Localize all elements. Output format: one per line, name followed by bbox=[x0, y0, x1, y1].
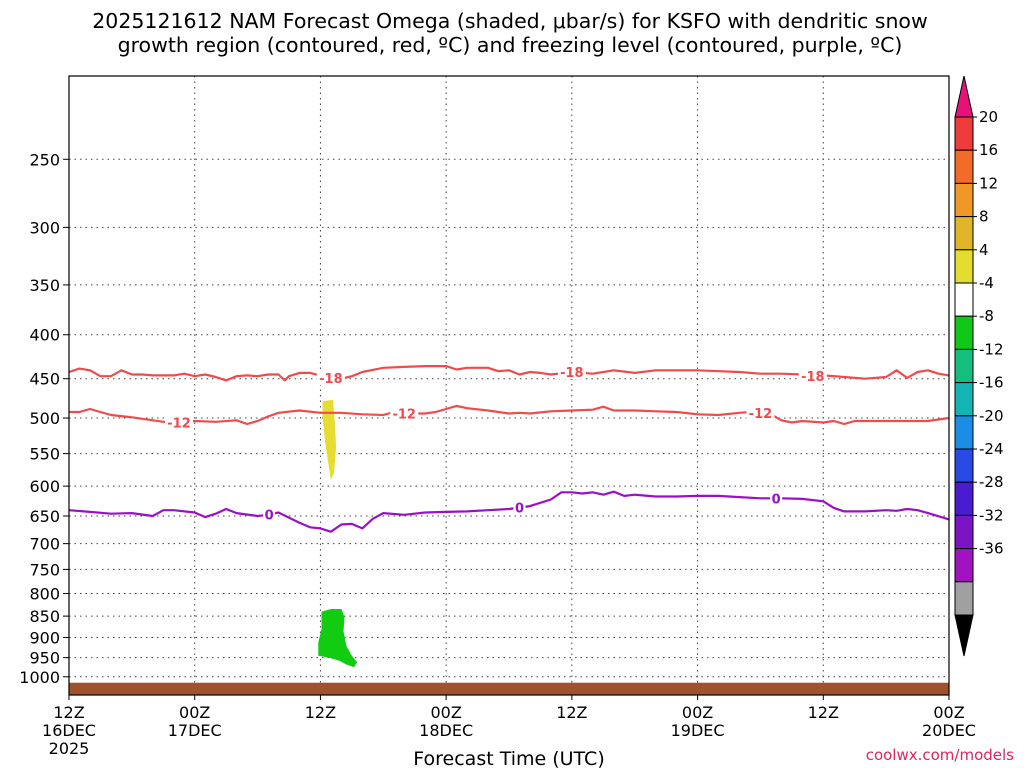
contour-label-bg bbox=[316, 370, 345, 385]
x-tick-label: 12Z bbox=[305, 703, 336, 722]
colorbar-box bbox=[954, 282, 974, 317]
colorbar-box bbox=[954, 249, 974, 284]
contour-label-bg bbox=[390, 406, 419, 421]
y-tick-label: 700 bbox=[29, 535, 60, 554]
contour-label-bg bbox=[557, 365, 586, 380]
colorbar-label: -16 bbox=[979, 374, 1004, 392]
colorbar-box bbox=[954, 415, 974, 450]
x-tick-date: 20DEC bbox=[922, 721, 976, 740]
chart-title-line1: 2025121612 NAM Forecast Omega (shaded, μ… bbox=[92, 9, 928, 33]
colorbar-label: 20 bbox=[979, 108, 998, 126]
colorbar-arrow-bottom bbox=[954, 614, 974, 657]
colorbar-box bbox=[954, 216, 974, 251]
colorbar-arrow-top bbox=[954, 75, 974, 118]
colorbar: 20 16 12 8 4 -4 -8 -12 -16 -20 -24 -28 -32 -36 bbox=[954, 75, 1004, 657]
y-tick-label: 550 bbox=[29, 445, 60, 464]
y-tick-label: 750 bbox=[29, 560, 60, 579]
y-tick-label: 950 bbox=[29, 649, 60, 668]
contour-label: 0 bbox=[772, 492, 781, 507]
colorbar-box bbox=[954, 149, 974, 184]
y-tick-label: 800 bbox=[29, 584, 60, 603]
y-tick-label: 600 bbox=[29, 477, 60, 496]
colorbar-box bbox=[954, 581, 974, 616]
contour-line-0 bbox=[68, 490, 950, 533]
contour-label: -18 bbox=[319, 372, 343, 387]
colorbar-box bbox=[954, 448, 974, 483]
x-tick-label: 00Z bbox=[933, 703, 964, 722]
colorbar-box bbox=[954, 548, 974, 583]
colorbar-label: 4 bbox=[979, 241, 989, 259]
colorbar-label: 8 bbox=[979, 208, 989, 226]
colorbar-box bbox=[954, 514, 974, 550]
contour-line--12 bbox=[69, 404, 950, 426]
omega-shading bbox=[318, 399, 358, 668]
colorbar-box bbox=[954, 182, 974, 218]
y-tick-label: 900 bbox=[29, 628, 60, 647]
contour-label-bg bbox=[798, 369, 827, 384]
contour-label-bg bbox=[746, 405, 775, 420]
contour-label: 0 bbox=[515, 502, 524, 517]
colorbar-box bbox=[954, 348, 974, 384]
x-tick-label: 00Z bbox=[430, 703, 461, 722]
y-tick-label: 400 bbox=[29, 326, 60, 345]
x-tick-label: 12Z bbox=[556, 703, 587, 722]
contours: -18 -18 -18 -12 -12 -12 0 0 0 bbox=[68, 365, 950, 533]
y-axis-ticks: 250 300 350 400 450 500 550 600 650 700 750 800 850 9… bbox=[19, 150, 69, 687]
colorbar-box bbox=[954, 382, 974, 417]
chart-title-line2: growth region (contoured, red, ºC) and f… bbox=[118, 33, 903, 57]
y-tick-label: 350 bbox=[29, 276, 60, 295]
colorbar-label: -12 bbox=[979, 340, 1004, 358]
y-tick-label: 250 bbox=[29, 150, 60, 169]
x-tick-date: 19DEC bbox=[671, 721, 725, 740]
contour-label-bg bbox=[513, 500, 526, 515]
x-tick-label: 12Z bbox=[808, 703, 839, 722]
colorbar-box bbox=[954, 315, 974, 350]
colorbar-label: -36 bbox=[979, 540, 1004, 558]
x-tick-label: 12Z bbox=[53, 703, 84, 722]
y-tick-label: 650 bbox=[29, 507, 60, 526]
omega-region-yellow-4-8 bbox=[322, 399, 337, 480]
omega-region-green-8-4 bbox=[318, 609, 358, 668]
contour-label-bg bbox=[263, 507, 276, 522]
x-axis-label: Forecast Time (UTC) bbox=[413, 748, 604, 768]
colorbar-label: -28 bbox=[979, 473, 1004, 491]
x-tick-label: 00Z bbox=[682, 703, 713, 722]
contour-label: 0 bbox=[265, 509, 274, 524]
colorbar-label: -4 bbox=[979, 274, 994, 292]
contour-label: -18 bbox=[801, 370, 825, 385]
contour-label: -12 bbox=[749, 407, 773, 422]
colorbar-box bbox=[954, 481, 974, 516]
contour-label-bg bbox=[165, 415, 193, 430]
x-tick-label: 00Z bbox=[179, 703, 210, 722]
contour-label-bg bbox=[770, 491, 783, 506]
grid-lines bbox=[69, 76, 949, 695]
contour-label: -12 bbox=[167, 417, 191, 432]
contour-label: -18 bbox=[560, 366, 584, 381]
colorbar-label: -20 bbox=[979, 407, 1004, 425]
y-tick-label: 1000 bbox=[19, 668, 60, 687]
terrain bbox=[69, 682, 949, 695]
colorbar-label: 16 bbox=[979, 141, 998, 159]
contour-label: -12 bbox=[392, 408, 416, 423]
plot-frame bbox=[68, 75, 950, 696]
colorbar-label: -32 bbox=[979, 506, 1004, 524]
y-tick-label: 450 bbox=[29, 370, 60, 389]
colorbar-label: 12 bbox=[979, 174, 998, 192]
colorbar-label: -8 bbox=[979, 307, 994, 325]
x-tick-date: 16DEC bbox=[42, 721, 96, 740]
colorbar-box bbox=[954, 116, 974, 151]
y-tick-label: 850 bbox=[29, 607, 60, 626]
x-tick-year: 2025 bbox=[49, 739, 90, 758]
terrain-band bbox=[69, 682, 949, 695]
x-tick-date: 17DEC bbox=[168, 721, 222, 740]
colorbar-label: -24 bbox=[979, 440, 1004, 458]
y-tick-label: 500 bbox=[29, 409, 60, 428]
y-tick-label: 300 bbox=[29, 218, 60, 237]
credit-text: coolwx.com/models bbox=[866, 746, 1014, 764]
x-tick-date: 18DEC bbox=[419, 721, 473, 740]
